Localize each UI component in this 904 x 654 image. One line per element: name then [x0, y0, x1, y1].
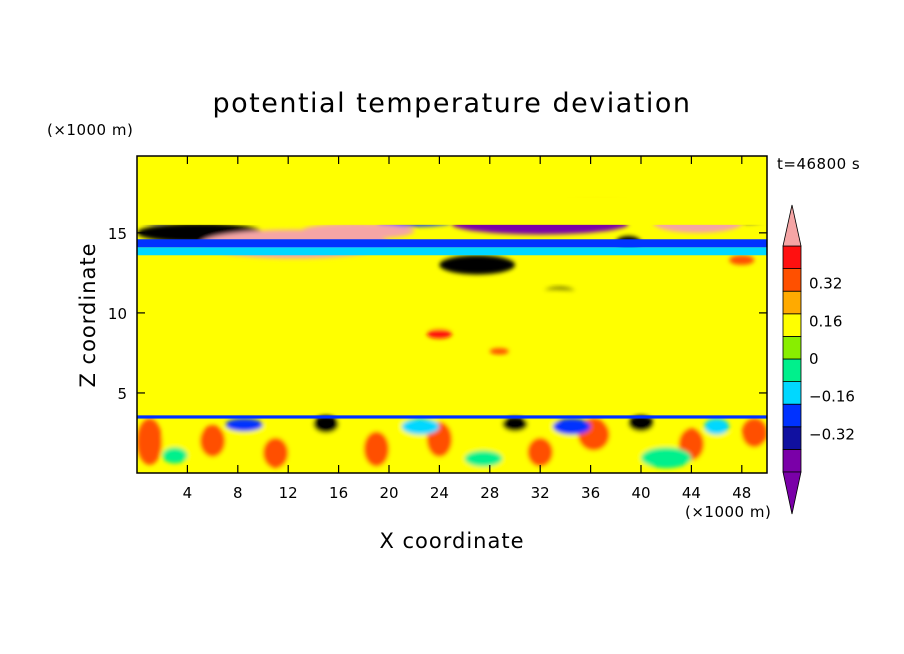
field-patch: [439, 162, 515, 192]
field-patch: [729, 255, 755, 265]
y-unit-label: (×1000 m): [47, 121, 133, 139]
field-patch: [313, 415, 339, 433]
x-tick-label: 24: [430, 484, 449, 502]
colorbar-swatch: [782, 381, 802, 405]
field-patch: [628, 415, 654, 432]
field-patch: [137, 392, 767, 409]
colorbar-swatch: [782, 335, 802, 360]
colorbar-tick-label: −0.32: [809, 425, 855, 443]
colorbar-swatch: [782, 313, 802, 337]
colorbar-max-extension: [782, 204, 802, 247]
x-tick-label: 48: [732, 484, 751, 502]
field-patch: [225, 418, 263, 432]
colorbar-min-extension: [782, 471, 802, 515]
x-tick-label: 40: [631, 484, 650, 502]
field-patch: [439, 255, 515, 275]
colorbar-tick-label: 0.32: [809, 275, 842, 293]
field-patch: [502, 416, 528, 432]
colorbar: 0.32 0.16 0 −0.16 −0.32: [782, 204, 855, 515]
y-axis: 5 10 15: [108, 225, 767, 403]
field-band: [137, 247, 767, 256]
x-unit-label: (×1000 m): [685, 503, 771, 521]
field-patch: [527, 437, 553, 467]
colorbar-swatch: [782, 403, 802, 428]
field-patch: [552, 418, 591, 435]
field-patch: [426, 328, 452, 339]
colorbar-tick-label: 0.16: [809, 312, 842, 330]
field-patch: [363, 431, 389, 467]
field-patch: [174, 354, 515, 377]
field-band: [137, 239, 767, 248]
field-patch: [200, 424, 226, 457]
colorbar-swatch: [782, 358, 802, 383]
field-band: [137, 197, 767, 225]
field-patch: [464, 450, 503, 467]
y-tick-label: 5: [117, 385, 127, 403]
x-tick-label: 12: [279, 484, 298, 502]
contour-field: [137, 156, 767, 473]
y-tick-label: 10: [108, 305, 127, 323]
colorbar-swatch: [782, 245, 802, 270]
x-axis: 4 8 12 16 20 24 28 32 36 40 44 48: [183, 156, 751, 502]
colorbar-swatch: [782, 448, 802, 473]
x-tick-label: 20: [379, 484, 398, 502]
plot-frame: [136, 155, 768, 474]
field-patch: [603, 165, 654, 192]
field-patch: [489, 348, 509, 355]
field-patch: [741, 418, 767, 448]
colorbar-swatch: [782, 268, 802, 292]
field-patch: [401, 418, 440, 435]
field-patch: [162, 447, 188, 464]
colorbar-tick-label: 0: [809, 350, 819, 368]
colorbar-swatch: [782, 426, 802, 450]
x-tick-label: 28: [480, 484, 499, 502]
time-label: t=46800 s: [777, 155, 860, 173]
field-band: [137, 415, 767, 419]
y-axis-label: Z coordinate: [76, 242, 100, 387]
field-patch: [137, 418, 163, 465]
x-tick-label: 36: [581, 484, 600, 502]
x-tick-label: 4: [183, 484, 193, 502]
y-tick-label: 15: [108, 225, 127, 243]
field-patch: [515, 357, 767, 387]
field-patch: [225, 168, 301, 195]
x-tick-label: 44: [682, 484, 701, 502]
field-patch: [704, 418, 730, 435]
field-patch: [263, 437, 289, 469]
x-tick-label: 16: [329, 484, 348, 502]
colorbar-swatch: [782, 290, 802, 315]
field-patch: [300, 223, 415, 240]
field-patch: [137, 418, 767, 473]
colorbar-tick-label: −0.16: [809, 388, 855, 406]
x-tick-label: 32: [531, 484, 550, 502]
field-patch: [137, 288, 767, 329]
chart-title: potential temperature deviation: [213, 88, 692, 119]
field-patch: [641, 447, 692, 469]
x-axis-label: X coordinate: [379, 529, 524, 553]
x-tick-label: 8: [233, 484, 243, 502]
